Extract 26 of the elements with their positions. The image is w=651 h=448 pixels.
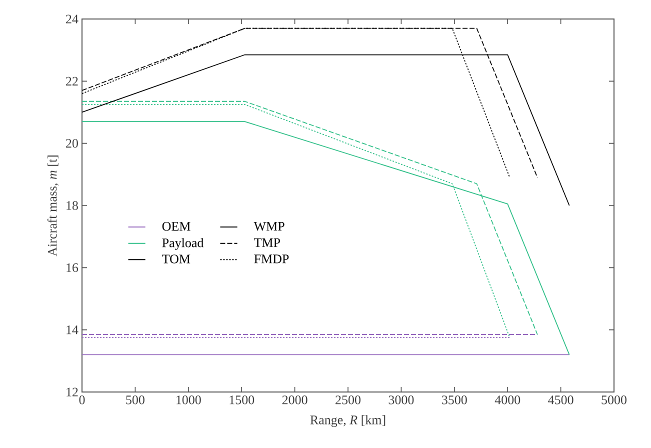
x-tick-label: 500 <box>126 396 144 404</box>
x-tick-label: 4000 <box>494 396 520 404</box>
legend-label: OEM <box>162 222 190 231</box>
x-tick-label: 1000 <box>176 396 201 404</box>
legend-label: Payload <box>162 238 204 250</box>
y-tick-label: 22 <box>66 76 78 86</box>
y-tick-label: 18 <box>66 201 78 210</box>
x-tick-label: 1500 <box>230 396 254 404</box>
x-tick-label: 3500 <box>442 396 467 404</box>
y-tick-label: 20 <box>66 138 78 148</box>
x-tick-label: 4500 <box>548 396 574 404</box>
x-axis-title: Range, R [km] <box>310 415 386 427</box>
legend-label: TMP <box>254 238 280 247</box>
y-tick-label: 14 <box>66 326 78 334</box>
x-tick-label: 5000 <box>602 396 627 404</box>
legend-label: TOM <box>162 254 190 264</box>
y-axis-title: Aircraft mass, m [t] <box>47 156 59 256</box>
x-tick-label: 0 <box>79 396 85 404</box>
y-tick-label: 12 <box>66 388 78 396</box>
x-tick-label: 3000 <box>388 396 414 404</box>
y-tick-label: 24 <box>66 14 78 24</box>
x-tick-label: 2000 <box>282 396 308 404</box>
y-tick-label: 16 <box>66 263 78 272</box>
legend-label: FMDP <box>254 254 289 264</box>
x-tick-label: 2500 <box>336 396 361 404</box>
annotation: WMP <box>254 222 284 231</box>
